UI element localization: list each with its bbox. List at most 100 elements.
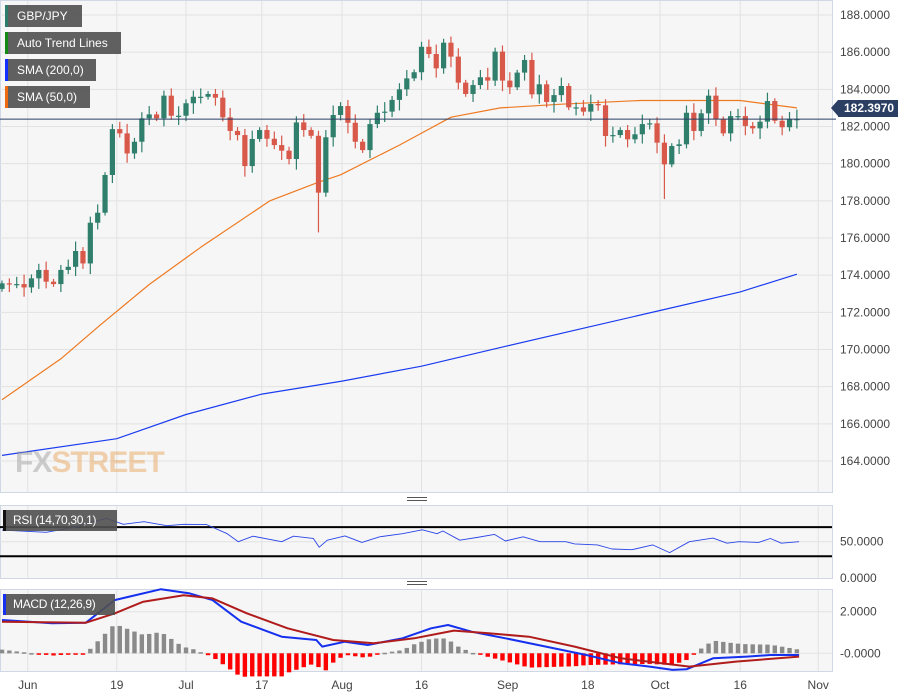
candle-bullish[interactable] — [205, 91, 211, 100]
candle-bullish[interactable] — [65, 259, 71, 275]
candle-bearish[interactable] — [742, 106, 748, 136]
candle-bullish[interactable] — [477, 70, 483, 90]
candle-bearish[interactable] — [286, 146, 292, 165]
candle-bullish[interactable] — [588, 94, 594, 121]
candle-bearish[interactable] — [463, 79, 469, 97]
candle-bearish[interactable] — [315, 130, 322, 233]
candle-bullish[interactable] — [418, 41, 425, 81]
candle-bearish[interactable] — [50, 278, 57, 287]
candle-bullish[interactable] — [146, 106, 152, 126]
candle-bullish[interactable] — [683, 105, 690, 149]
candle-bearish[interactable] — [595, 100, 601, 111]
candle-bearish[interactable] — [212, 88, 219, 106]
candle-bearish[interactable] — [43, 261, 49, 289]
candle-bullish[interactable] — [764, 92, 771, 129]
candle-bearish[interactable] — [654, 117, 660, 154]
candle-bearish[interactable] — [499, 45, 506, 92]
candle-bullish[interactable] — [337, 102, 344, 121]
panel-resize-handle[interactable] — [407, 497, 427, 501]
candle-bearish[interactable] — [720, 116, 726, 137]
candle-bullish[interactable] — [705, 89, 712, 124]
candle-bullish[interactable] — [514, 69, 520, 91]
candle-bullish[interactable] — [396, 83, 403, 111]
candle-bearish[interactable] — [220, 90, 226, 122]
candle-bearish[interactable] — [566, 83, 572, 111]
candle-bullish[interactable] — [323, 130, 329, 197]
candle-bearish[interactable] — [448, 36, 454, 68]
candle-bullish[interactable] — [102, 172, 108, 216]
candle-bearish[interactable] — [80, 247, 86, 269]
candle-bearish[interactable] — [485, 67, 491, 90]
candle-bearish[interactable] — [661, 134, 667, 199]
candle-bullish[interactable] — [374, 105, 380, 129]
legend-gbpjpy[interactable]: GBP/JPY — [5, 5, 82, 27]
candle-bearish[interactable] — [168, 88, 174, 120]
candle-bullish[interactable] — [404, 70, 410, 97]
legend-rsi[interactable]: RSI (14,70,30,1) — [3, 510, 117, 531]
candle-bullish[interactable] — [441, 38, 447, 74]
candle-bullish[interactable] — [36, 263, 42, 289]
candle-bearish[interactable] — [227, 107, 233, 141]
candle-bullish[interactable] — [411, 69, 417, 82]
candle-bearish[interactable] — [507, 72, 513, 94]
candle-bullish[interactable] — [786, 112, 793, 132]
candle-bearish[interactable] — [234, 127, 241, 141]
candle-bearish[interactable] — [279, 135, 285, 160]
candle-bullish[interactable] — [109, 124, 115, 183]
candle-bearish[interactable] — [242, 128, 248, 177]
candle-bullish[interactable] — [73, 241, 79, 277]
candle-bullish[interactable] — [131, 137, 138, 159]
candle-bullish[interactable] — [558, 77, 564, 102]
candle-bearish[interactable] — [544, 80, 550, 108]
candle-bullish[interactable] — [551, 88, 557, 113]
candle-bearish[interactable] — [602, 99, 609, 147]
panel-resize-handle[interactable] — [407, 581, 427, 585]
legend-macd[interactable]: MACD (12,26,9) — [3, 594, 115, 615]
candle-bullish[interactable] — [698, 109, 704, 137]
candle-bullish[interactable] — [676, 139, 682, 155]
candle-bearish[interactable] — [360, 138, 366, 153]
candle-bearish[interactable] — [21, 274, 27, 297]
legend-auto-trend-lines[interactable]: Auto Trend Lines — [5, 32, 121, 54]
legend-sma-200[interactable]: SMA (200,0) — [5, 59, 96, 81]
candle-bullish[interactable] — [190, 90, 196, 114]
candle-bullish[interactable] — [28, 274, 35, 293]
candle-bullish[interactable] — [573, 102, 579, 116]
candle-bearish[interactable] — [433, 44, 439, 78]
candle-bearish[interactable] — [308, 127, 314, 139]
candle-bearish[interactable] — [352, 114, 358, 149]
candle-bearish[interactable] — [6, 278, 12, 293]
candle-bullish[interactable] — [87, 216, 93, 275]
candle-bullish[interactable] — [617, 127, 623, 138]
candle-bearish[interactable] — [529, 52, 535, 99]
candle-bearish[interactable] — [691, 103, 697, 141]
candle-bullish[interactable] — [632, 127, 638, 144]
candle-bullish[interactable] — [610, 126, 616, 143]
candle-bearish[interactable] — [345, 99, 351, 134]
candle-bullish[interactable] — [95, 204, 101, 230]
candle-bullish[interactable] — [536, 74, 542, 104]
candle-bullish[interactable] — [728, 111, 734, 142]
candle-bearish[interactable] — [772, 98, 778, 124]
candle-bullish[interactable] — [58, 264, 64, 293]
candle-bullish[interactable] — [669, 143, 675, 168]
candle-bearish[interactable] — [750, 122, 756, 134]
candle-bullish[interactable] — [14, 276, 20, 289]
candle-bullish[interactable] — [492, 47, 498, 86]
candle-bullish[interactable] — [183, 99, 189, 122]
candle-bullish[interactable] — [0, 280, 5, 292]
candle-bearish[interactable] — [117, 121, 123, 138]
candle-bullish[interactable] — [257, 127, 263, 142]
candle-bullish[interactable] — [249, 130, 255, 173]
candle-bullish[interactable] — [367, 119, 373, 159]
candle-bearish[interactable] — [426, 39, 432, 59]
candle-bearish[interactable] — [271, 131, 277, 150]
candle-bullish[interactable] — [330, 105, 336, 147]
candle-bearish[interactable] — [301, 114, 307, 137]
candle-bearish[interactable] — [264, 125, 270, 147]
candle-bearish[interactable] — [580, 100, 587, 116]
candle-bullish[interactable] — [161, 90, 167, 127]
candle-bullish[interactable] — [176, 106, 182, 126]
candle-bullish[interactable] — [735, 108, 741, 121]
candle-bearish[interactable] — [625, 125, 631, 148]
